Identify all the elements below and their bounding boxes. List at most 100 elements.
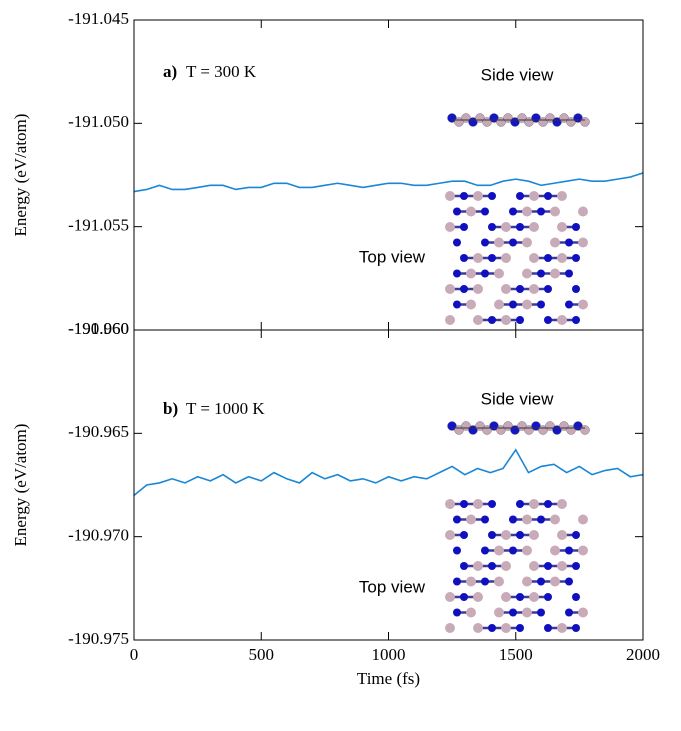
atom <box>453 608 461 617</box>
atom <box>516 593 524 601</box>
atom <box>466 576 476 587</box>
panel-label: b) <box>163 399 178 418</box>
atom <box>509 238 517 247</box>
atom <box>550 514 560 525</box>
atom <box>544 316 552 324</box>
atom <box>501 592 511 602</box>
atom <box>460 254 468 262</box>
atom <box>501 284 511 294</box>
atom <box>578 514 588 525</box>
atom <box>460 223 468 231</box>
atom <box>473 623 483 633</box>
atom <box>481 546 489 555</box>
atom <box>529 592 539 602</box>
atom <box>516 192 524 200</box>
atom <box>501 253 511 263</box>
atom <box>501 315 511 325</box>
atom <box>578 545 588 556</box>
atom <box>557 623 567 633</box>
atom <box>522 299 532 310</box>
atom <box>529 253 539 263</box>
annotation: T = 1000 K <box>186 399 265 418</box>
y-tick-label: -190.960 <box>68 319 129 338</box>
atom <box>509 207 517 216</box>
atom <box>529 191 539 201</box>
atom <box>488 624 496 632</box>
atom <box>572 624 580 632</box>
molecule-illustration <box>445 113 590 325</box>
atom <box>522 607 532 618</box>
atom <box>557 530 567 540</box>
y-tick-label: -190.965 <box>68 422 129 441</box>
atom <box>481 238 489 247</box>
atom <box>572 285 580 293</box>
atom <box>473 499 483 509</box>
atom <box>466 607 476 618</box>
atom <box>509 300 517 309</box>
atom <box>466 514 476 525</box>
side-view-label: Side view <box>481 65 554 84</box>
atom <box>572 531 580 539</box>
atom <box>453 269 461 278</box>
atom <box>453 577 461 586</box>
atom <box>529 222 539 232</box>
x-tick-label: 1500 <box>499 645 533 664</box>
atom <box>501 222 511 232</box>
atom <box>488 562 496 570</box>
atom <box>481 269 489 278</box>
atom <box>481 207 489 216</box>
y-axis-label: Energy (eV/atom) <box>11 424 30 547</box>
atom <box>537 300 545 309</box>
atom <box>537 269 545 278</box>
y-tick-label: -191.055 <box>68 216 129 235</box>
atom <box>516 624 524 632</box>
atom <box>445 623 455 633</box>
atom <box>516 316 524 324</box>
atom <box>522 206 532 217</box>
y-tick-label: -191.045 <box>68 9 129 28</box>
atom <box>544 624 552 632</box>
atom <box>494 545 504 556</box>
atom <box>445 499 455 509</box>
atom <box>445 191 455 201</box>
atom <box>522 514 532 525</box>
y-tick-label: -190.975 <box>68 629 129 648</box>
atom <box>557 253 567 263</box>
atom <box>544 562 552 570</box>
atom <box>501 561 511 571</box>
x-tick-label: 2000 <box>626 645 660 664</box>
x-tick-label: 0 <box>130 645 139 664</box>
atom <box>550 237 560 248</box>
atom <box>529 530 539 540</box>
atom <box>578 299 588 310</box>
atom <box>466 268 476 279</box>
atom <box>466 206 476 217</box>
atom <box>445 315 455 325</box>
atom <box>460 500 468 508</box>
atom <box>522 268 532 279</box>
x-axis-label: Time (fs) <box>357 669 420 688</box>
atom <box>537 608 545 617</box>
atom <box>544 254 552 262</box>
energy-line <box>133 448 644 496</box>
atom <box>453 546 461 555</box>
atom <box>565 300 573 309</box>
atom <box>460 562 468 570</box>
atom <box>565 608 573 617</box>
atom <box>565 238 573 247</box>
atom <box>529 561 539 571</box>
atom <box>557 499 567 509</box>
annotation: T = 300 K <box>186 62 257 81</box>
top-view-label: Top view <box>359 577 426 596</box>
atom <box>473 284 483 294</box>
x-tick-label: 500 <box>249 645 275 664</box>
atom <box>473 253 483 263</box>
molecule-illustration <box>445 421 590 633</box>
atom <box>537 207 545 216</box>
atom <box>529 499 539 509</box>
y-tick-label: -191.060 <box>68 319 129 338</box>
atom <box>516 285 524 293</box>
x-tick-label: 1000 <box>372 645 406 664</box>
panel-label: a) <box>163 62 177 81</box>
